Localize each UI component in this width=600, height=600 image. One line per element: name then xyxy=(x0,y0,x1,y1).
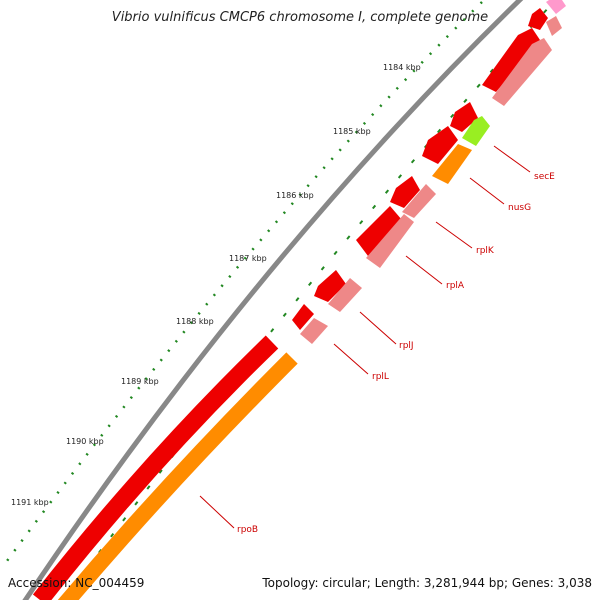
cds-feature-1 xyxy=(528,8,548,30)
scale-label-1189: 1189 kbp xyxy=(121,377,159,386)
leader-line-rplA xyxy=(405,255,443,285)
orange-feature-1 xyxy=(432,144,472,184)
cds-feature-4 xyxy=(422,126,458,164)
rna-feature-6 xyxy=(300,318,328,344)
rna-feature-1 xyxy=(546,16,562,36)
cds-feature-9 xyxy=(32,335,279,600)
cds-feature-3 xyxy=(450,102,478,132)
scale-label-1188: 1188 kbp xyxy=(176,317,214,326)
inner-tick-ring xyxy=(62,0,557,600)
leader-line-rplJ xyxy=(359,311,397,345)
scale-label-1184: 1184 kbp xyxy=(383,63,421,72)
leader-line-rplL xyxy=(333,343,369,375)
leader-line-nusG xyxy=(469,177,505,205)
cds-feature-8 xyxy=(292,304,314,330)
leader-line-secE xyxy=(493,145,531,173)
rna-feature-4 xyxy=(366,214,414,268)
rna-feature-2 xyxy=(492,38,552,106)
scale-label-1191: 1191 kbp xyxy=(11,498,49,507)
gene-label-secE: secE xyxy=(534,172,555,182)
cds-feature-2 xyxy=(482,28,540,92)
gene-label-rpoB: rpoB xyxy=(237,525,258,535)
leader-line-rplK xyxy=(435,221,473,249)
accession-text: Accession: NC_004459 xyxy=(8,576,145,590)
gene-label-rplJ: rplJ xyxy=(399,341,414,351)
scale-ring-dotted xyxy=(2,1,483,566)
gene-label-rplL: rplL xyxy=(372,372,389,382)
gene-label-rplA: rplA xyxy=(446,281,465,291)
green-feature xyxy=(462,116,490,146)
scale-label-1190: 1190 kbp xyxy=(66,437,104,446)
scale-label-1185: 1185 kbp xyxy=(333,127,371,136)
gene-label-rplK: rplK xyxy=(476,246,495,256)
rna-feature-5 xyxy=(328,278,362,312)
backbone-ring xyxy=(22,0,524,600)
scale-label-1186: 1186 kbp xyxy=(276,191,314,200)
leader-line-rpoB xyxy=(199,495,235,529)
pink-feature xyxy=(546,0,566,14)
orange-feature-2 xyxy=(57,352,298,600)
summary-text: Topology: circular; Length: 3,281,944 bp… xyxy=(262,576,592,590)
map-title: Vibrio vulnificus CMCP6 chromosome I, co… xyxy=(111,10,489,25)
cds-feature-7 xyxy=(314,270,346,302)
rna-feature-3 xyxy=(402,184,436,218)
scale-label-1187: 1187 kbp xyxy=(229,254,267,263)
gene-label-nusG: nusG xyxy=(508,203,531,213)
cds-feature-5 xyxy=(390,176,420,208)
cds-feature-6 xyxy=(356,206,402,256)
